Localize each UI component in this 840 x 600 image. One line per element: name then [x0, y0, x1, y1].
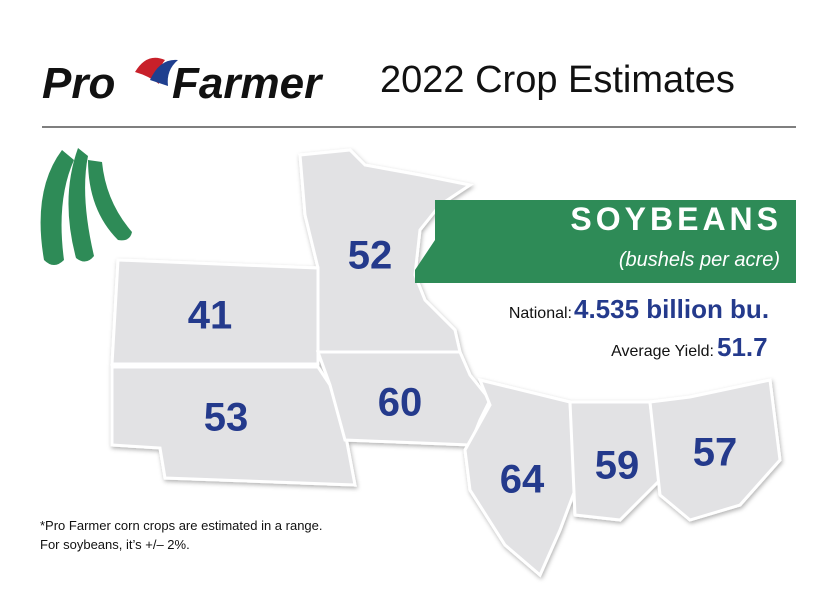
logo-left: Pro: [42, 59, 115, 108]
state: [648, 378, 782, 522]
state-yield: 41: [188, 294, 233, 338]
banner: [415, 200, 796, 283]
state-yield: 53: [204, 396, 249, 440]
national-value: 4.535 billion bu.: [574, 294, 769, 324]
logo-right: Farmer: [172, 59, 324, 108]
page-title: 2022 Crop Estimates: [380, 59, 735, 101]
state: [568, 400, 662, 522]
soybean-icon: [40, 148, 132, 265]
banner-subtitle: (bushels per acre): [619, 249, 780, 271]
footnote: For soybeans, it’s +/– 2%.: [40, 537, 190, 552]
footnote: *Pro Farmer corn crops are estimated in …: [40, 518, 323, 533]
state-yield: 60: [378, 381, 423, 425]
state: [110, 365, 357, 487]
banner-title: SOYBEANS: [570, 201, 782, 237]
national-label: National:: [509, 305, 572, 322]
state-yield: 52: [348, 234, 393, 278]
average-value: 51.7: [717, 332, 768, 362]
state: [110, 258, 320, 366]
logo-icon: [150, 59, 178, 86]
average-label: Average Yield:: [611, 343, 714, 360]
state-yield: 64: [500, 458, 545, 502]
state-yield: 57: [693, 431, 738, 475]
state-yield: 59: [595, 444, 640, 488]
